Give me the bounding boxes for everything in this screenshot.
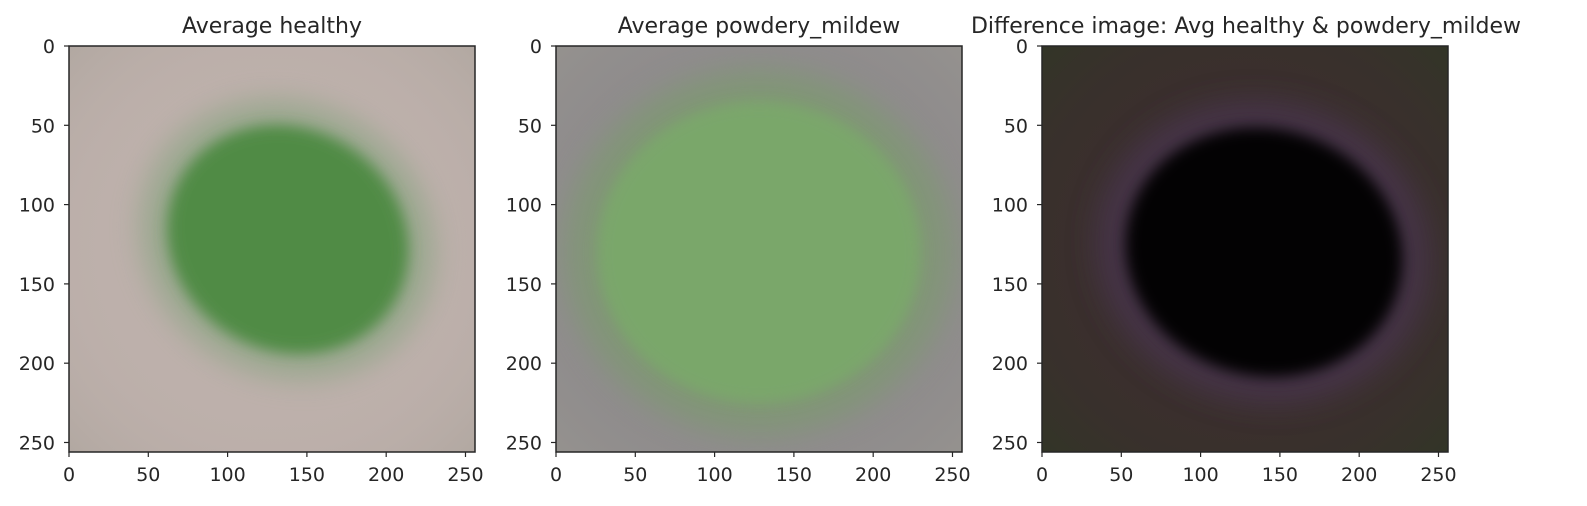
y-tick-label: 150 xyxy=(992,274,1028,296)
axes-frame xyxy=(1041,45,1449,453)
y-tick-label: 200 xyxy=(19,353,55,375)
panel-title: Average powdery_mildew xyxy=(618,14,900,39)
y-tick-label: 200 xyxy=(992,353,1028,375)
image-area xyxy=(1042,46,1448,452)
x-axis-ticks: 0 50 100 150 200 250 xyxy=(63,452,484,486)
x-tick-label: 250 xyxy=(447,464,483,486)
image-area xyxy=(69,46,475,452)
image-vignette xyxy=(1042,46,1448,452)
panel-title: Difference image: Avg healthy & powdery_… xyxy=(971,14,1521,39)
x-tick-label: 200 xyxy=(855,464,891,486)
y-tick-label: 250 xyxy=(506,432,542,454)
panel-title: Average healthy xyxy=(182,14,362,39)
panel-average-powdery-mildew: Average powdery_mildew 0 50 100 150 200 250 0… xyxy=(506,14,971,486)
x-tick-label: 100 xyxy=(209,464,245,486)
y-tick-label: 0 xyxy=(1016,36,1028,58)
x-tick-label: 100 xyxy=(1182,464,1218,486)
y-tick-label: 100 xyxy=(992,195,1028,217)
y-tick-label: 250 xyxy=(992,432,1028,454)
x-tick-label: 150 xyxy=(289,464,325,486)
y-tick-label: 50 xyxy=(1004,115,1028,137)
x-tick-label: 50 xyxy=(623,464,647,486)
x-tick-label: 150 xyxy=(1262,464,1298,486)
axes-frame xyxy=(555,45,963,453)
y-tick-label: 50 xyxy=(31,115,55,137)
x-tick-label: 50 xyxy=(1109,464,1133,486)
y-axis-ticks: 0 50 100 150 200 250 xyxy=(506,36,556,454)
y-tick-label: 200 xyxy=(506,353,542,375)
axes-frame xyxy=(68,45,476,453)
x-tick-label: 200 xyxy=(368,464,404,486)
x-tick-label: 0 xyxy=(1036,464,1048,486)
x-tick-label: 100 xyxy=(696,464,732,486)
y-tick-label: 50 xyxy=(518,115,542,137)
y-tick-label: 100 xyxy=(506,195,542,217)
y-tick-label: 150 xyxy=(19,274,55,296)
image-vignette xyxy=(69,46,475,452)
image-vignette xyxy=(556,46,962,452)
panel-average-healthy: Average healthy 0 50 100 150 200 250 0 50 100 15… xyxy=(19,14,484,486)
y-axis-ticks: 0 50 100 150 200 250 xyxy=(992,36,1042,454)
x-tick-label: 50 xyxy=(136,464,160,486)
x-axis-ticks: 0 50 100 150 200 250 xyxy=(550,452,971,486)
x-tick-label: 250 xyxy=(1420,464,1456,486)
y-tick-label: 0 xyxy=(43,36,55,58)
y-axis-ticks: 0 50 100 150 200 250 xyxy=(19,36,69,454)
x-tick-label: 150 xyxy=(776,464,812,486)
x-tick-label: 0 xyxy=(63,464,75,486)
x-tick-label: 200 xyxy=(1341,464,1377,486)
x-tick-label: 250 xyxy=(934,464,970,486)
image-area xyxy=(556,46,962,452)
x-tick-label: 0 xyxy=(550,464,562,486)
y-tick-label: 250 xyxy=(19,432,55,454)
x-axis-ticks: 0 50 100 150 200 250 xyxy=(1036,452,1457,486)
y-tick-label: 100 xyxy=(19,195,55,217)
y-tick-label: 150 xyxy=(506,274,542,296)
panel-difference-image: Difference image: Avg healthy & powdery_… xyxy=(971,14,1521,486)
y-tick-label: 0 xyxy=(530,36,542,58)
